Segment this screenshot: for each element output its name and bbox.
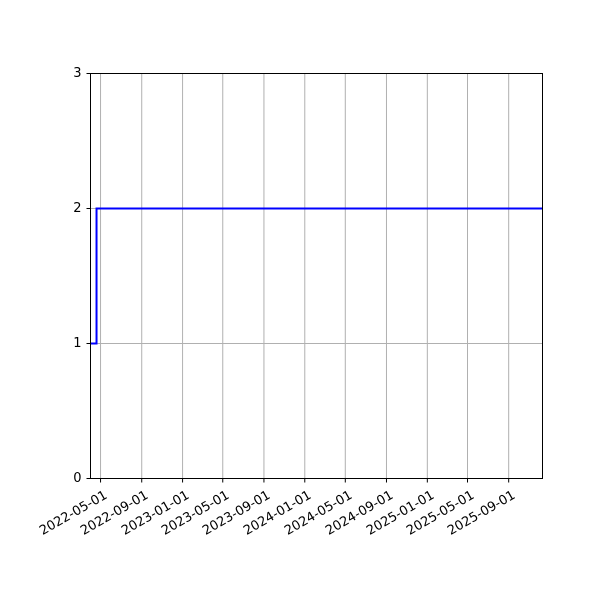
y-tick-label: 2 — [73, 200, 82, 216]
y-tick-label: 1 — [73, 335, 82, 351]
axes-border — [90, 73, 543, 479]
y-tick-label: 3 — [73, 65, 82, 81]
y-tick-label: 0 — [73, 470, 82, 486]
step-series-line — [90, 207, 543, 345]
